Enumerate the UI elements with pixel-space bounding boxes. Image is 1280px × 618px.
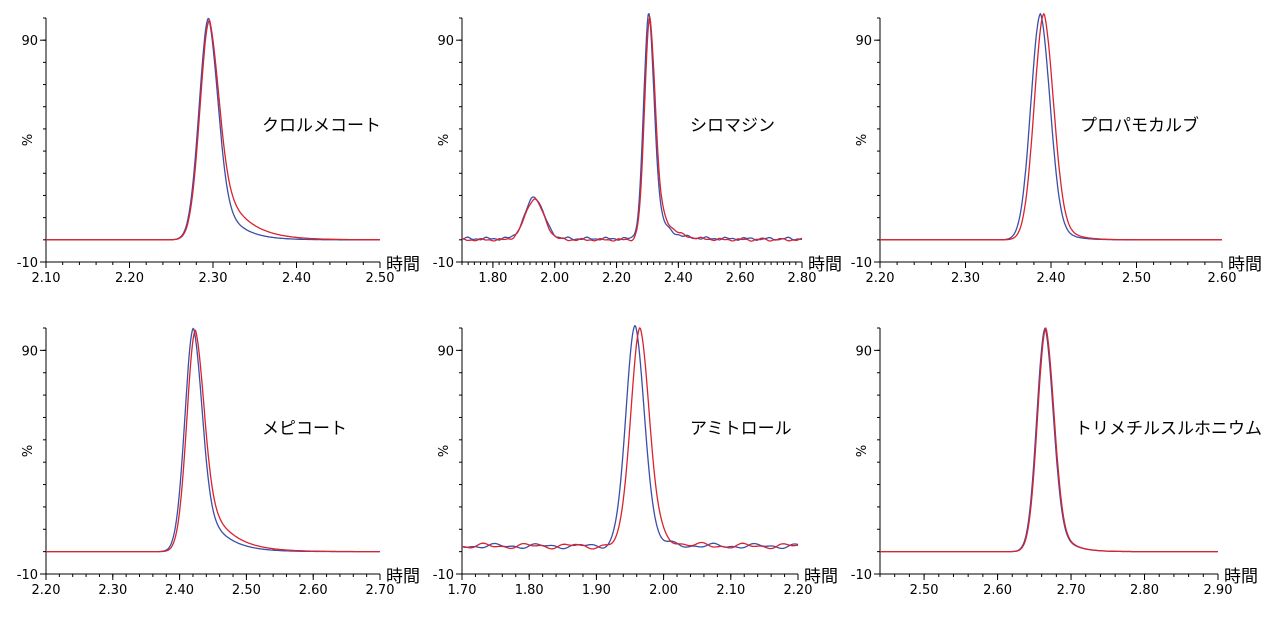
x-tick-label: 2.20 (866, 271, 895, 286)
trace-line (880, 13, 1222, 241)
x-tick-label: 2.40 (1037, 271, 1066, 286)
x-tick-label: 2.60 (726, 271, 755, 286)
x-tick-label: 2.60 (299, 583, 328, 598)
y-tick-label: 90 (855, 34, 872, 49)
y-tick-label: 90 (855, 344, 872, 359)
trace-line (46, 327, 380, 553)
x-tick-label: 2.10 (32, 271, 61, 286)
y-axis-label: % (855, 134, 870, 146)
y-tick-label: 90 (21, 344, 38, 359)
x-axis-label: 時間 (386, 255, 420, 275)
y-tick-label: -10 (851, 568, 872, 583)
compound-name: クロルメコート (262, 116, 381, 136)
x-tick-label: 1.80 (478, 271, 507, 286)
y-tick-label: 90 (437, 344, 454, 359)
x-tick-label: 1.90 (582, 583, 611, 598)
x-tick-label: 2.20 (115, 271, 144, 286)
x-tick-label: 2.50 (366, 271, 395, 286)
x-tick-label: 1.70 (448, 583, 477, 598)
x-tick-label: 2.60 (1208, 271, 1237, 286)
trace-line (462, 16, 802, 242)
x-tick-label: 2.00 (540, 271, 569, 286)
x-tick-label: 2.80 (788, 271, 817, 286)
x-tick-label: 2.70 (1057, 583, 1086, 598)
x-tick-label: 2.60 (983, 583, 1012, 598)
y-tick-label: 90 (437, 34, 454, 49)
x-tick-label: 2.70 (366, 583, 395, 598)
x-axis-label: 時間 (804, 567, 838, 587)
y-tick-label: -10 (17, 256, 38, 271)
x-axis-label: 時間 (386, 567, 420, 587)
trace-line (462, 327, 799, 550)
y-axis-label: % (855, 445, 870, 457)
compound-name: トリメチルスルホニウム (1075, 419, 1262, 439)
x-tick-label: 2.40 (282, 271, 311, 286)
x-axis-label: 時間 (1228, 255, 1262, 275)
x-axis-label: 時間 (808, 255, 842, 275)
y-tick-label: -10 (433, 568, 454, 583)
y-tick-label: -10 (851, 256, 872, 271)
x-tick-label: 2.40 (664, 271, 693, 286)
x-tick-label: 2.20 (784, 583, 813, 598)
trace-line (880, 327, 1218, 553)
x-tick-label: 2.50 (232, 583, 261, 598)
y-axis-label: % (21, 134, 36, 146)
x-tick-label: 2.20 (32, 583, 61, 598)
x-tick-label: 2.30 (199, 271, 228, 286)
x-tick-label: 2.10 (716, 583, 745, 598)
compound-name: メピコート (262, 419, 347, 439)
x-tick-label: 2.90 (1204, 583, 1233, 598)
compound-name: プロパモカルブ (1080, 115, 1199, 136)
x-tick-label: 2.50 (910, 583, 939, 598)
compound-name: シロマジン (690, 116, 775, 136)
trace-line (46, 329, 380, 553)
y-axis-label: % (21, 445, 36, 457)
x-tick-label: 2.40 (165, 583, 194, 598)
trace-line (46, 20, 381, 241)
trace-line (461, 325, 799, 550)
x-tick-label: 2.30 (951, 271, 980, 286)
x-tick-label: 2.30 (98, 583, 127, 598)
compound-name: アミトロール (690, 419, 792, 439)
y-tick-label: 90 (21, 34, 38, 49)
y-axis-label: % (437, 134, 452, 146)
trace-line (880, 327, 1218, 553)
x-tick-label: 1.80 (515, 583, 544, 598)
x-tick-label: 2.50 (1122, 271, 1151, 286)
y-tick-label: -10 (17, 568, 38, 583)
x-tick-label: 2.80 (1130, 583, 1159, 598)
x-tick-label: 2.20 (602, 271, 631, 286)
x-tick-label: 2.00 (649, 583, 678, 598)
y-axis-label: % (437, 445, 452, 457)
x-axis-label: 時間 (1224, 567, 1258, 587)
y-tick-label: -10 (433, 256, 454, 271)
